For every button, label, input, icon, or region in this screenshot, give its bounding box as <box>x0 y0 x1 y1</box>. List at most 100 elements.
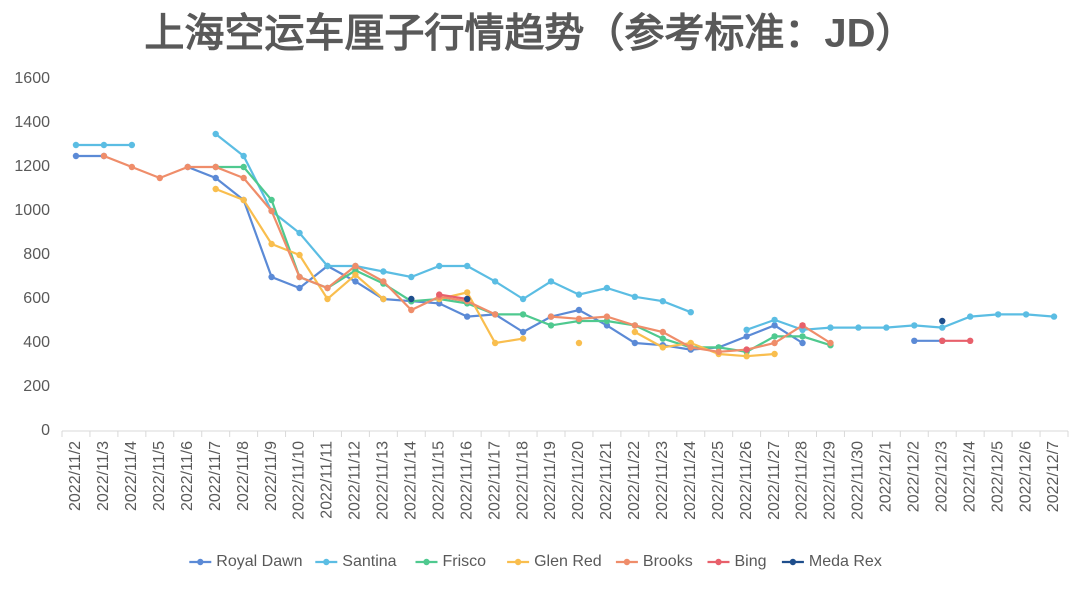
data-point <box>659 335 667 342</box>
data-point <box>603 317 611 325</box>
series-line <box>75 133 1055 331</box>
data-point <box>659 298 667 305</box>
x-tick-label: 2022/11/26 <box>738 441 755 520</box>
x-tick-label: 2022/11/7 <box>207 441 224 511</box>
data-point <box>799 339 806 347</box>
x-tick-label: 2022/11/9 <box>263 441 280 511</box>
data-point <box>519 295 527 303</box>
legend-label: Meda Rex <box>809 553 882 570</box>
data-point <box>799 326 806 333</box>
data-point <box>463 313 471 320</box>
y-tick-label: 1600 <box>14 70 50 87</box>
legend-swatch-dot <box>197 558 204 566</box>
data-point <box>743 333 750 340</box>
x-tick-label: 2022/12/1 <box>878 441 895 512</box>
legend-label: Santina <box>342 553 396 570</box>
data-point <box>715 344 722 351</box>
y-tick-label: 1000 <box>14 202 50 219</box>
data-point <box>575 339 583 347</box>
x-tick-label: 2022/11/13 <box>375 441 392 520</box>
data-point <box>603 322 611 329</box>
data-point <box>631 339 639 347</box>
data-point <box>268 196 275 204</box>
data-point <box>128 163 136 171</box>
x-tick-label: 2022/11/6 <box>179 441 196 511</box>
legend-swatch-dot <box>789 558 797 566</box>
data-point <box>771 333 778 340</box>
data-point <box>687 339 694 347</box>
x-tick-label: 2022/11/15 <box>430 441 447 520</box>
y-tick-label: 800 <box>23 246 50 263</box>
x-tick-label: 2022/11/23 <box>654 441 671 520</box>
data-point <box>771 322 778 329</box>
data-point <box>352 262 359 270</box>
data-point <box>771 350 778 358</box>
data-point <box>771 339 778 347</box>
data-point <box>547 278 555 285</box>
x-tick-label: 2022/11/4 <box>123 441 140 511</box>
data-point <box>743 353 750 360</box>
data-point <box>296 273 303 281</box>
data-point <box>212 185 219 193</box>
data-point <box>408 295 415 303</box>
data-point <box>72 141 80 149</box>
legend-label: Royal Dawn <box>216 553 302 570</box>
legend-label: Glen Red <box>534 553 602 570</box>
data-point <box>324 295 331 303</box>
data-point <box>491 311 499 318</box>
data-point <box>883 324 890 331</box>
x-tick-label: 2022/11/30 <box>850 441 867 520</box>
data-point <box>100 141 108 149</box>
data-point <box>939 324 946 331</box>
x-tick-label: 2022/11/22 <box>626 441 643 520</box>
data-point <box>771 316 778 324</box>
data-point <box>268 240 275 248</box>
data-point <box>352 278 359 285</box>
data-point <box>184 163 191 171</box>
data-point <box>939 337 946 344</box>
data-point <box>631 293 639 300</box>
x-tick-label: 2022/11/16 <box>458 441 475 520</box>
x-tick-label: 2022/11/14 <box>403 441 420 520</box>
legend-label: Frisco <box>443 553 487 570</box>
data-point <box>1022 311 1030 318</box>
legend-label: Bing <box>735 553 767 570</box>
data-point <box>631 328 639 336</box>
data-point <box>156 174 164 182</box>
data-point <box>659 328 667 336</box>
data-point <box>966 313 974 320</box>
data-point <box>268 273 275 281</box>
data-point <box>296 284 303 292</box>
x-tick-label: 2022/11/18 <box>514 441 531 520</box>
data-point <box>212 174 219 182</box>
data-point <box>575 291 583 298</box>
data-point <box>380 268 387 275</box>
data-point <box>296 251 303 259</box>
data-point <box>659 344 667 351</box>
data-point <box>212 163 219 171</box>
data-point <box>547 313 555 320</box>
series-line <box>75 154 943 351</box>
y-tick-label: 0 <box>41 422 50 439</box>
legend-label: Brooks <box>643 553 693 570</box>
data-point <box>547 322 555 329</box>
x-tick-label: 2022/11/24 <box>682 441 699 520</box>
data-point <box>1050 313 1058 320</box>
data-point <box>128 141 136 149</box>
x-tick-label: 2022/11/29 <box>822 441 839 520</box>
x-tick-label: 2022/11/27 <box>766 441 783 520</box>
data-point <box>436 291 443 298</box>
data-point <box>519 311 527 318</box>
data-point <box>100 152 108 160</box>
data-point <box>911 337 918 344</box>
data-point <box>799 322 806 329</box>
x-tick-label: 2022/11/19 <box>542 441 559 520</box>
data-point <box>687 309 694 316</box>
x-tick-label: 2022/11/21 <box>598 441 615 520</box>
series-line <box>215 165 831 353</box>
series-line <box>215 187 775 358</box>
y-tick-label: 600 <box>23 290 50 307</box>
data-point <box>911 322 918 329</box>
data-point <box>519 335 527 342</box>
data-point <box>939 317 946 325</box>
